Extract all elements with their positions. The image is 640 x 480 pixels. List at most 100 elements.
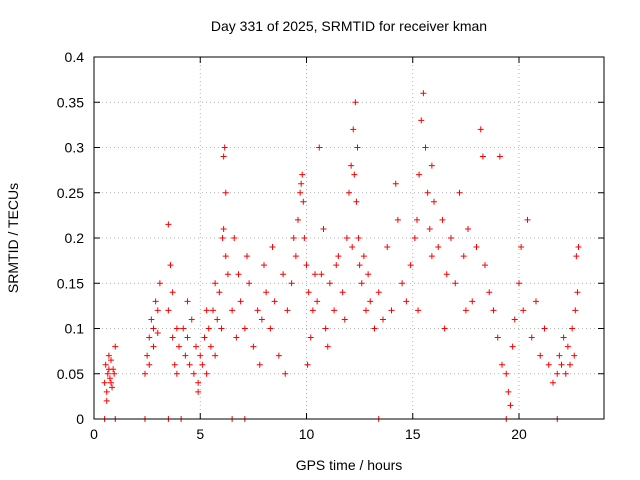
data-point — [201, 334, 208, 341]
data-point — [333, 262, 340, 269]
data-point — [460, 253, 467, 260]
data-point — [394, 216, 401, 223]
data-point — [422, 144, 429, 151]
data-point — [102, 361, 109, 368]
data-point — [219, 235, 226, 241]
data-point — [222, 189, 229, 196]
data-point — [233, 334, 240, 341]
data-point — [305, 289, 312, 296]
data-point — [263, 289, 270, 296]
data-point — [105, 366, 112, 373]
data-point — [490, 307, 497, 314]
data-point — [418, 117, 425, 124]
data-point — [339, 289, 346, 296]
data-point — [407, 262, 414, 269]
data-point — [169, 334, 176, 341]
data-point — [237, 298, 244, 305]
y-tick-label: 0 — [76, 411, 84, 427]
data-point — [154, 307, 161, 314]
y-tick-label: 0.3 — [65, 140, 85, 156]
data-point — [144, 352, 151, 359]
data-point — [212, 280, 219, 287]
ticks-layer: 0 5 10 15 20 0 0.05 0.1 0.15 0.2 0.25 0.3 0.35 0.4 — [57, 49, 604, 442]
data-point — [424, 189, 431, 196]
data-point — [435, 244, 442, 251]
data-point — [108, 379, 114, 386]
data-point — [176, 343, 182, 350]
data-point — [109, 384, 116, 391]
data-point — [375, 289, 382, 296]
data-point — [511, 316, 518, 323]
data-point — [220, 153, 227, 160]
data-point — [524, 216, 531, 223]
data-point — [235, 271, 242, 278]
data-point — [150, 343, 157, 350]
data-point — [558, 361, 565, 368]
data-point — [221, 144, 228, 151]
x-tick-label: 20 — [511, 426, 527, 442]
data-point — [312, 271, 318, 278]
data-point — [473, 244, 480, 251]
data-point — [299, 171, 306, 178]
data-point — [414, 216, 420, 223]
data-point — [229, 307, 236, 314]
data-point — [415, 307, 422, 314]
data-point — [428, 162, 435, 169]
data-point — [271, 298, 278, 305]
data-point — [431, 198, 437, 205]
data-point — [284, 307, 291, 314]
data-point — [320, 225, 327, 232]
data-point — [292, 253, 299, 260]
y-tick-label: 0.2 — [65, 230, 85, 246]
data-point — [574, 289, 581, 296]
data-point — [180, 325, 187, 332]
data-point — [496, 153, 503, 160]
data-point — [355, 235, 362, 241]
data-point — [111, 370, 118, 377]
y-tick-label: 0.4 — [65, 49, 85, 65]
data-point — [218, 325, 225, 332]
data-point — [341, 316, 348, 323]
data-point — [304, 361, 311, 368]
data-point — [103, 397, 110, 404]
data-point — [349, 244, 356, 251]
data-point — [556, 352, 563, 359]
data-point — [318, 271, 325, 278]
data-point — [214, 316, 221, 323]
data-point — [486, 289, 493, 296]
data-point — [353, 198, 360, 205]
data-point — [448, 235, 454, 241]
data-point — [197, 352, 204, 359]
data-point — [224, 271, 231, 278]
data-point — [269, 244, 276, 251]
data-point — [297, 189, 304, 196]
data-point — [101, 379, 108, 386]
x-tick-label: 10 — [299, 426, 315, 442]
data-point — [188, 316, 195, 323]
data-point — [380, 316, 386, 323]
data-point — [108, 357, 114, 364]
data-point — [363, 307, 369, 314]
data-point — [494, 334, 501, 341]
data-point — [150, 325, 157, 332]
y-tick-label: 0.05 — [57, 366, 84, 382]
data-point — [462, 307, 469, 314]
data-point — [528, 334, 535, 341]
data-point — [210, 307, 216, 314]
data-point — [426, 225, 433, 232]
data-point — [499, 361, 505, 368]
data-point — [244, 253, 250, 260]
data-point — [428, 253, 435, 260]
data-point — [301, 235, 308, 241]
data-point — [479, 153, 486, 160]
x-tick-label: 0 — [90, 426, 98, 442]
chart-title: Day 331 of 2025, SRMTID for receiver kma… — [211, 18, 487, 34]
data-point — [184, 334, 191, 341]
data-point — [573, 253, 580, 260]
data-point — [103, 388, 110, 395]
data-point — [541, 325, 548, 332]
data-point — [207, 343, 214, 350]
data-point — [324, 343, 331, 350]
data-point — [280, 271, 287, 278]
data-point — [575, 244, 582, 251]
